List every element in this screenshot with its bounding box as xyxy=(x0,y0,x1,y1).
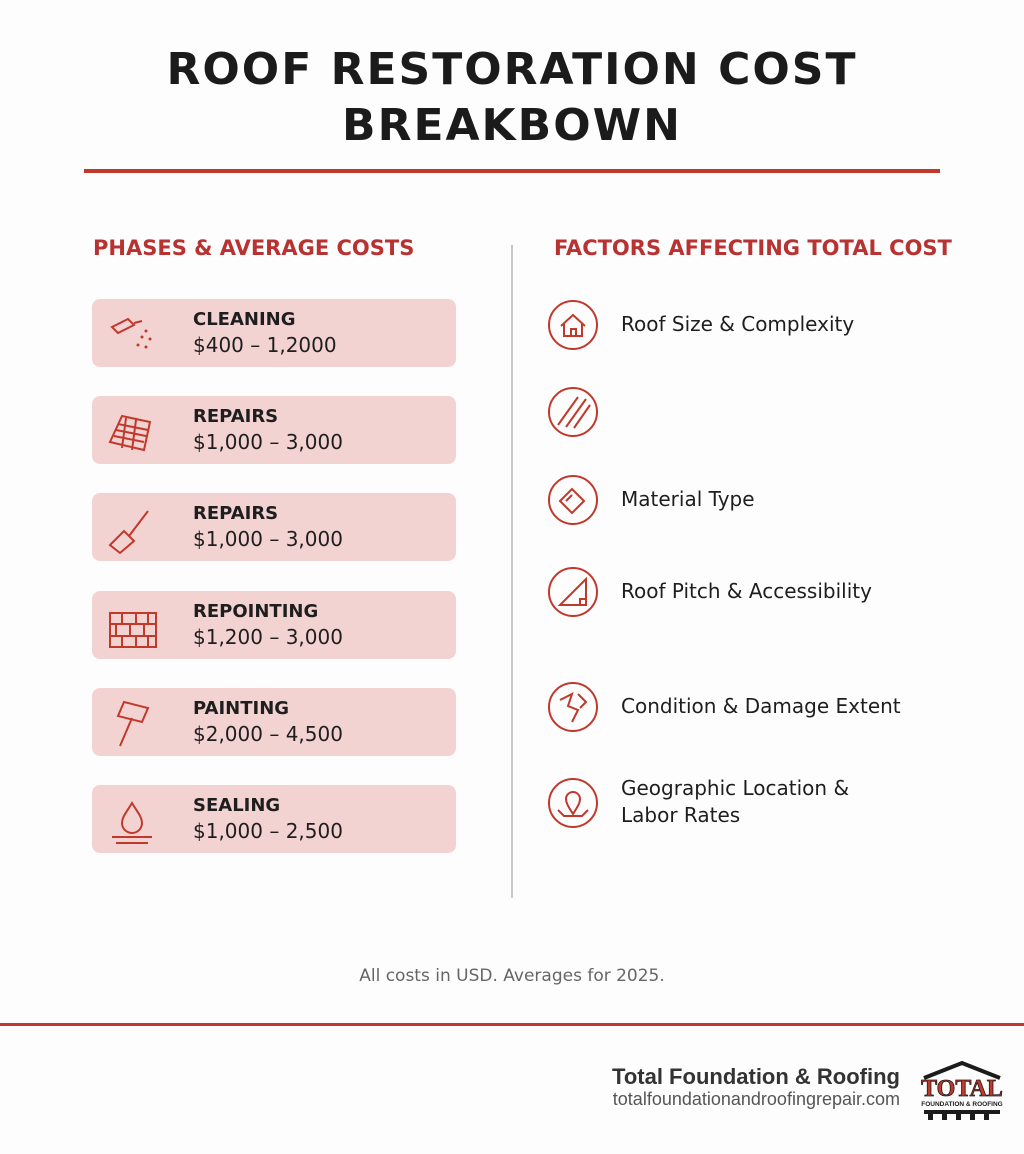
phase-card: PAINTING $2,000 – 4,500 xyxy=(92,687,456,756)
phase-card: REPOINTING $1,200 – 3,000 xyxy=(92,590,456,659)
phase-icon xyxy=(109,611,157,648)
title: ROOF RESTORATION COST BREAKBOWN xyxy=(166,44,858,151)
phase-name: REPAIRS xyxy=(193,406,279,428)
phase-card: CLEANING $400 – 1,2000 xyxy=(92,299,456,367)
phase-cost: $400 – 1,2000 xyxy=(193,333,337,357)
phase-icon xyxy=(110,317,152,349)
phase-name: CLEANING xyxy=(193,309,296,330)
phase-icon xyxy=(112,801,152,844)
footnote: All costs in USD. Averages for 2025. xyxy=(359,966,665,986)
factor-icon xyxy=(548,682,598,732)
phase-cost: $1,000 – 2,500 xyxy=(193,819,343,843)
phase-card: REPAIRS $1,000 – 3,000 xyxy=(92,396,456,465)
phase-icon xyxy=(116,700,150,747)
logo: TOTAL FOUNDATION & ROOFING xyxy=(921,1060,1003,1120)
phase-icon xyxy=(108,415,152,452)
factor-icon xyxy=(548,475,598,525)
logo-tagline: FOUNDATION & ROOFING xyxy=(921,1101,1003,1108)
phase-name: PAINTING xyxy=(193,697,290,719)
phase-cost: $1,000 – 3,000 xyxy=(193,527,343,552)
factor-label: Roof Pitch & Accessibility xyxy=(621,579,872,603)
factor-icon xyxy=(548,567,598,617)
phase-name: REPAIRS xyxy=(193,503,279,525)
factor-label: Condition & Damage Extent xyxy=(621,694,901,718)
footer-rule xyxy=(0,1023,1024,1026)
factor-icon xyxy=(548,387,598,437)
phase-cost: $1,000 – 3,000 xyxy=(193,430,343,455)
brand-url: totalfoundationandroofingrepair.com xyxy=(612,1089,900,1109)
factor-icon xyxy=(548,300,598,350)
phase-icon xyxy=(108,510,149,555)
column-divider xyxy=(511,245,513,898)
factor-label: Material Type xyxy=(621,487,755,511)
phase-card: REPAIRS $1,000 – 3,000 xyxy=(92,493,456,562)
phase-cost: $1,200 – 3,000 xyxy=(193,624,343,649)
phase-name: REPOINTING xyxy=(193,600,319,622)
factor-label: Roof Size & Complexity xyxy=(621,312,855,336)
phase-card: SEALING $1,000 – 2,500 xyxy=(92,785,456,853)
factor-label: Geographic Location & Labor Rates xyxy=(621,776,850,827)
title-rule xyxy=(84,169,940,173)
phase-cost: $2,000 – 4,500 xyxy=(193,721,343,746)
phase-name: SEALING xyxy=(193,795,281,816)
logo-word: TOTAL xyxy=(921,1076,1003,1102)
brand-name: Total Foundation & Roofing xyxy=(612,1064,900,1089)
factors-heading: FACTORS AFFECTING TOTAL COST xyxy=(554,236,952,260)
factor-icon xyxy=(548,778,598,828)
phases-heading: PHASES & AVERAGE COSTS xyxy=(93,236,415,260)
